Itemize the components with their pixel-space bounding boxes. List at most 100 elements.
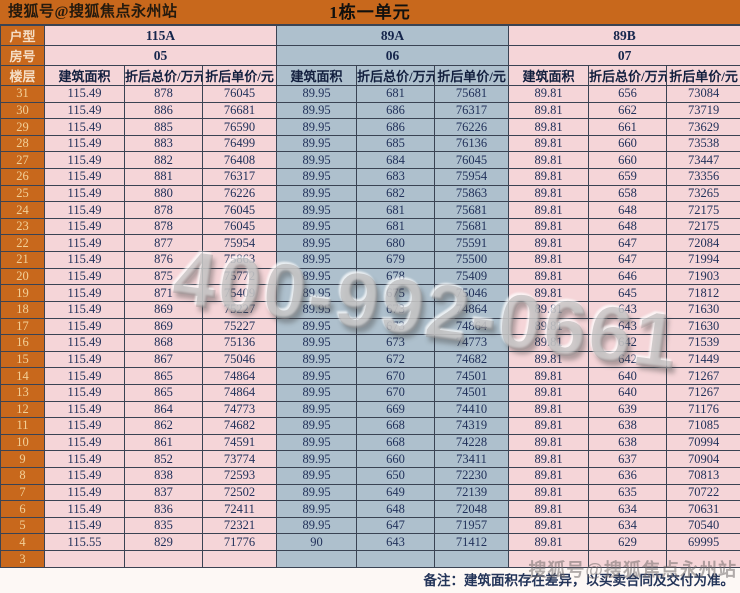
area-cell: 115.49	[44, 367, 125, 385]
total-price-cell: 637	[588, 450, 668, 469]
floor-cell: 15	[0, 350, 45, 369]
unit-price-cell: 71630	[666, 300, 740, 319]
total-price-cell: 643	[356, 533, 436, 552]
total-price-cell: 668	[356, 417, 436, 435]
price-table: 户型 115A 89A 89B 房号 05 06 07 楼层 建筑面积 折后总价/万元 折后…	[0, 25, 740, 568]
area-cell: 89.81	[508, 118, 590, 136]
total-price-cell: 647	[356, 516, 436, 535]
unit-price-cell: 76045	[201, 85, 278, 103]
unit-price-cell: 73356	[666, 168, 740, 186]
total-price-cell: 648	[588, 201, 668, 219]
unit-price-cell: 76317	[434, 101, 510, 120]
unit-price-cell: 70904	[666, 450, 740, 469]
table-row: 12 115.49 864 74773 89.95 669 74410 89.81 639 711…	[0, 400, 740, 419]
table-row: 24 115.49 878 76045 89.95 681 75681 89.81 648 721…	[0, 201, 740, 219]
total-price-cell: 680	[356, 234, 436, 253]
unit-price-cell: 73719	[666, 101, 740, 120]
unit-price-cell: 71449	[666, 350, 740, 369]
area-cell: 115.49	[44, 483, 125, 502]
unit-price-cell: 71903	[666, 267, 740, 286]
total-price-cell: 869	[124, 317, 203, 336]
unit-price-cell: 72230	[434, 467, 510, 485]
area-cell: 115.49	[44, 184, 125, 203]
floor-cell: 16	[0, 334, 45, 352]
floor-cell: 31	[0, 85, 45, 103]
unit-price-cell: 75772	[201, 267, 278, 286]
unit-type-value: 115A	[43, 25, 278, 46]
table-row: 4 115.55 829 71776 90 643 71412 89.81 629 69995	[0, 533, 740, 552]
unit-type-value: 89B	[508, 25, 740, 46]
total-price-cell: 672	[356, 350, 436, 369]
unit-price-cell: 71267	[666, 367, 740, 385]
unit-price-cell: 75136	[201, 334, 278, 352]
area-cell: 89.81	[508, 300, 590, 319]
total-price-cell: 668	[356, 433, 436, 452]
table-row: 29 115.49 885 76590 89.95 686 76226 89.81 661 736…	[0, 118, 740, 136]
total-price-cell: 881	[124, 168, 203, 186]
total-price-cell: 837	[124, 483, 203, 502]
total-price-cell: 838	[124, 467, 203, 485]
total-price-cell: 681	[356, 85, 436, 103]
unit-price-cell: 71412	[434, 533, 510, 552]
total-price-cell: 852	[124, 450, 203, 469]
unit-price-cell: 74591	[201, 433, 278, 452]
total-price-cell: 683	[356, 168, 436, 186]
total-price-cell: 673	[356, 317, 436, 336]
total-price-cell	[588, 550, 668, 568]
table-row: 17 115.49 869 75227 89.95 673 74864 89.81 643 716…	[0, 317, 740, 336]
area-cell: 89.81	[508, 134, 590, 153]
total-price-cell: 639	[588, 400, 668, 419]
area-cell: 89.81	[508, 483, 590, 502]
unit-price-cell: 72502	[201, 483, 278, 502]
room-no-value: 06	[276, 45, 510, 66]
unit-type-value: 89A	[276, 25, 510, 46]
area-cell: 90	[276, 533, 358, 552]
unit-price-cell: 74773	[201, 400, 278, 419]
area-cell: 89.81	[508, 217, 590, 236]
area-cell: 115.49	[44, 267, 125, 286]
total-price-cell: 882	[124, 151, 203, 170]
total-price-cell: 681	[356, 217, 436, 236]
area-cell: 89.95	[276, 350, 358, 369]
unit-price-cell: 74501	[434, 383, 510, 402]
table-row: 10 115.49 861 74591 89.95 668 74228 89.81 638 709…	[0, 433, 740, 452]
footer-note: 备注：建筑面积存在差异，以买卖合同及交付为准。	[0, 568, 740, 593]
total-price-cell: 634	[588, 500, 668, 518]
floor-cell: 27	[0, 151, 45, 170]
table-row: 9 115.49 852 73774 89.95 660 73411 89.81 637 7090…	[0, 450, 740, 469]
unit-price-cell: 76226	[201, 184, 278, 203]
total-price-cell: 670	[356, 383, 436, 402]
area-cell: 115.49	[44, 134, 125, 153]
area-cell: 89.81	[508, 234, 590, 253]
total-price-cell: 643	[588, 317, 668, 336]
unit-price-cell: 74864	[201, 367, 278, 385]
floor-cell: 23	[0, 217, 45, 236]
total-price-cell: 648	[588, 217, 668, 236]
total-price-cell: 883	[124, 134, 203, 153]
room-no-value: 07	[508, 45, 740, 66]
unit-price-cell: 70540	[666, 516, 740, 535]
floor-cell: 21	[0, 251, 45, 269]
table-row: 7 115.49 837 72502 89.95 649 72139 89.81 635 7072…	[0, 483, 740, 502]
area-cell: 89.95	[276, 317, 358, 336]
area-cell: 89.81	[508, 334, 590, 352]
floor-cell: 11	[0, 417, 45, 435]
unit-price-cell: 76045	[201, 201, 278, 219]
area-cell: 89.95	[276, 516, 358, 535]
floor-cell: 20	[0, 267, 45, 286]
area-cell: 115.49	[44, 383, 125, 402]
unit-price-cell: 71957	[434, 516, 510, 535]
total-price-cell: 642	[588, 334, 668, 352]
total-price-cell: 865	[124, 367, 203, 385]
unit-price-cell	[666, 550, 740, 568]
area-cell: 115.49	[44, 417, 125, 435]
area-cell: 115.49	[44, 151, 125, 170]
total-price-cell: 634	[588, 516, 668, 535]
area-cell: 115.49	[44, 467, 125, 485]
unit-price-cell: 74773	[434, 334, 510, 352]
area-cell: 115.49	[44, 450, 125, 469]
area-cell: 89.95	[276, 334, 358, 352]
area-cell: 115.49	[44, 251, 125, 269]
unit-price-cell: 75409	[201, 284, 278, 302]
